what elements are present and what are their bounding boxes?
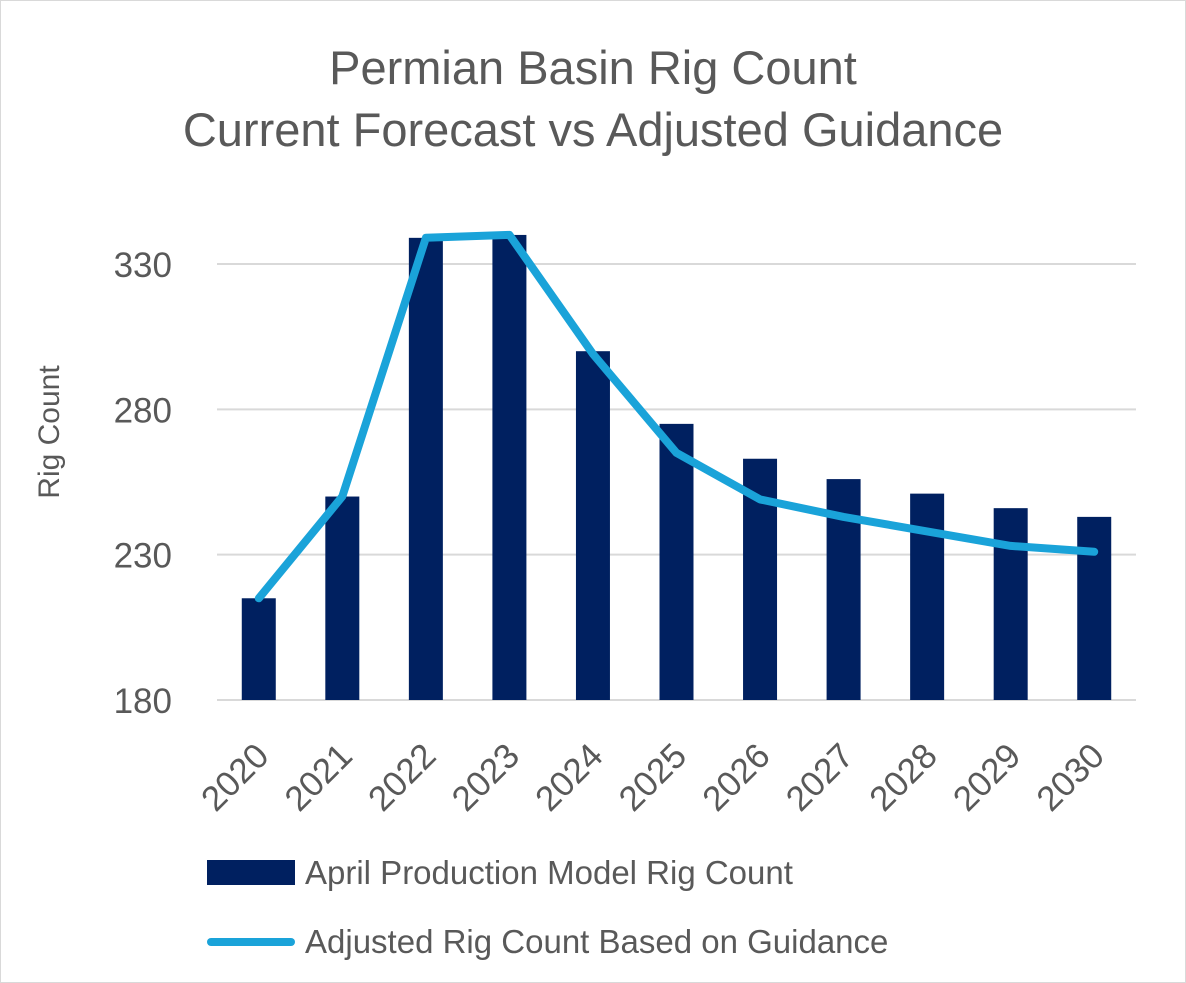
x-tick-label: 2022 [361,736,444,819]
x-tick-label: 2024 [528,736,611,819]
x-tick-label: 2021 [277,736,360,819]
y-tick-label: 330 [114,246,172,285]
bar-2029 [993,508,1028,700]
legend-label-line: Adjusted Rig Count Based on Guidance [305,923,889,960]
y-tick-labels: 180 230 280 330 [114,246,172,721]
bar-2022 [408,237,443,700]
bar-2023 [492,234,527,700]
x-tick-labels: 2020 2021 2022 2023 2024 2025 2026 2027 2028 2029… [194,736,1112,819]
x-tick-label: 2023 [444,736,527,819]
bar-2025 [659,423,694,700]
bar-series [241,234,1112,700]
bar-2028 [910,493,945,700]
legend-label-bars: April Production Model Rig Count [305,854,793,891]
legend-line-swatch [207,938,295,946]
legend-bar-swatch [207,860,295,885]
bar-2024 [575,351,610,700]
bar-2020 [241,598,276,700]
chart-title: Permian Basin Rig Count [329,41,857,94]
x-tick-label: 2028 [862,736,945,819]
y-tick-label: 280 [114,391,172,430]
chart-subtitle: Current Forecast vs Adjusted Guidance [182,103,1004,156]
bar-2021 [325,496,360,700]
x-tick-label: 2025 [612,736,695,819]
bar-2030 [1077,516,1112,700]
x-tick-label: 2026 [695,736,778,819]
x-tick-label: 2029 [946,736,1029,819]
line-series [254,230,1099,603]
x-tick-label: 2020 [194,736,277,819]
y-tick-label: 230 [114,537,172,576]
x-tick-label: 2030 [1029,736,1112,819]
x-tick-label: 2027 [779,736,862,819]
y-tick-label: 180 [114,682,172,721]
